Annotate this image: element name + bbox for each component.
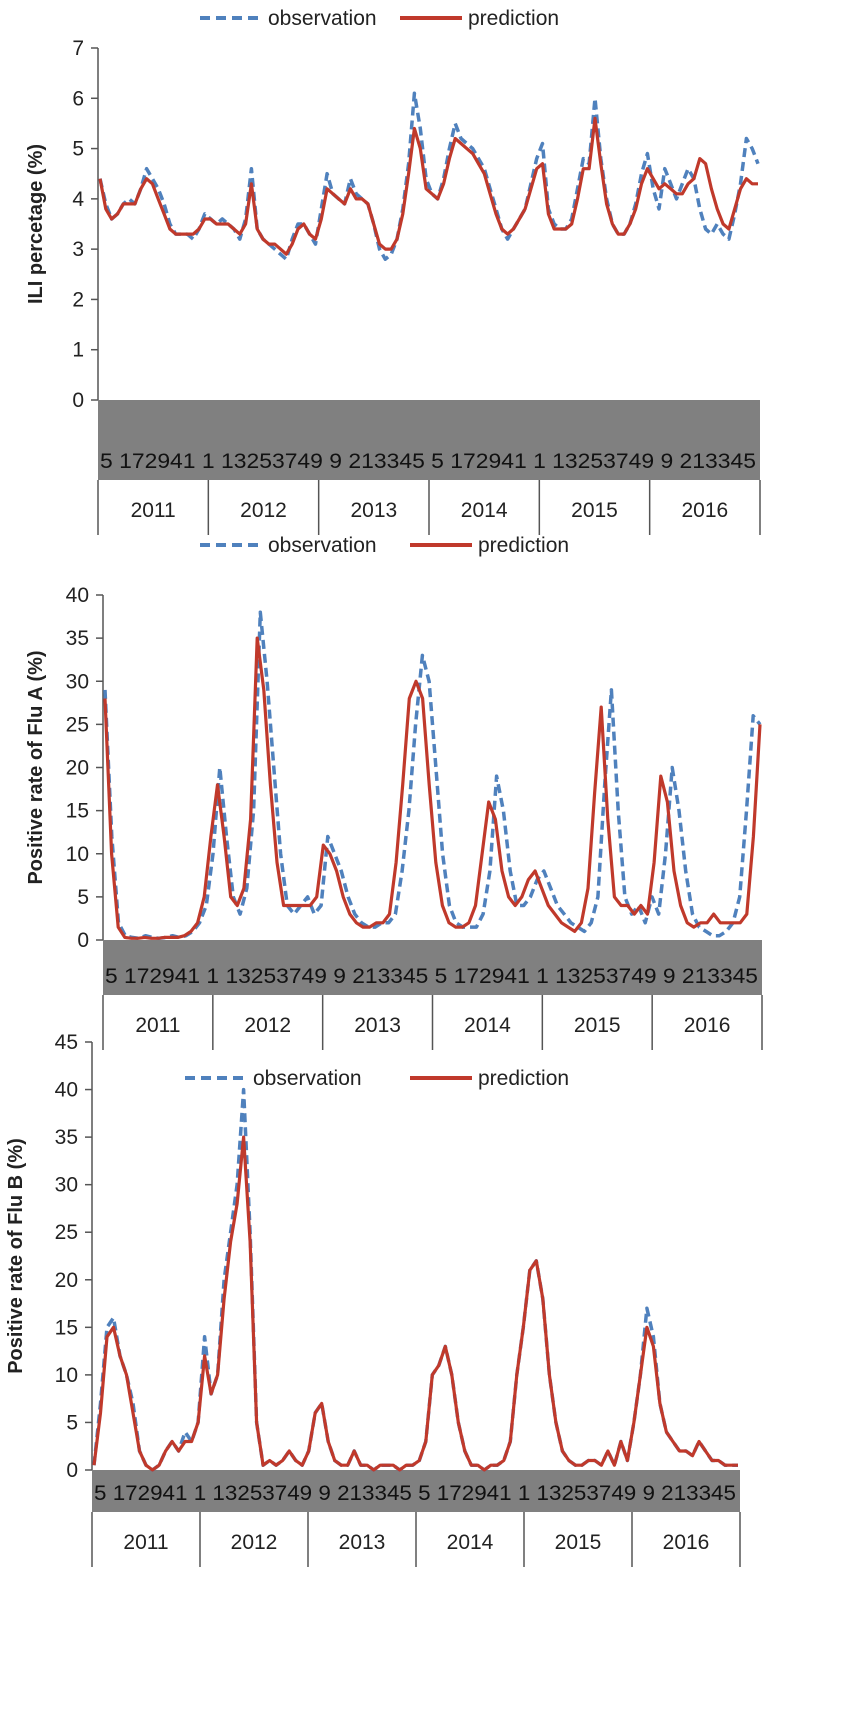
x-week-labels: 5 172941 1 13253749 9 213345 5 172941 1 … [105, 965, 758, 988]
y-tick-label: 10 [55, 1364, 78, 1387]
year-label-2012: 2012 [231, 1531, 278, 1554]
x-year-axis: 2011 2012 2013 2014 2015 2016 [97, 480, 761, 535]
year-label-2011: 2011 [135, 1014, 180, 1037]
series-line-prediction [92, 1135, 738, 1472]
chart-1: observation prediction 0 1 2 3 4 5 6 7 ILI perceta… [25, 7, 761, 535]
x-year-axis: 2011 2012 2013 2014 2015 2016 [91, 1512, 741, 1567]
y-tick-label: 0 [66, 1459, 78, 1482]
year-label-2012: 2012 [240, 499, 287, 522]
y-tick-label: 20 [66, 757, 89, 780]
year-label-2016: 2016 [681, 499, 728, 522]
y-tick-label: 7 [72, 37, 84, 60]
series-line-observation [103, 610, 762, 941]
x-week-labels: 5 172941 1 13253749 9 213345 5 172941 1 … [100, 450, 756, 473]
y-tick-label: 5 [66, 1411, 78, 1434]
y-tick-label: 0 [72, 389, 84, 412]
year-label-2014: 2014 [461, 499, 508, 522]
y-tick-label: 25 [55, 1221, 78, 1244]
legend-label-prediction: prediction [478, 534, 569, 557]
y-tick-label: 15 [55, 1316, 78, 1339]
y-tick-label: 40 [66, 584, 89, 607]
y-axis: 0 5 10 15 20 25 30 35 40 [66, 584, 104, 952]
x-week-labels: 5 172941 1 13253749 9 213345 5 172941 1 … [94, 1482, 736, 1505]
legend-label-prediction: prediction [468, 7, 559, 30]
series-line-observation [92, 1087, 738, 1472]
series-line-prediction [98, 116, 758, 256]
y-tick-label: 40 [55, 1079, 78, 1102]
year-label-2013: 2013 [339, 1531, 386, 1554]
legend-label-observation: observation [268, 534, 377, 557]
y-tick-label: 35 [66, 627, 89, 650]
y-tick-label: 4 [72, 188, 84, 211]
y-axis-label: Positive rate of Flu B (%) [5, 1138, 27, 1374]
y-tick-label: 45 [55, 1031, 78, 1054]
legend-label-observation: observation [253, 1067, 362, 1090]
legend: observation prediction [200, 534, 569, 557]
legend-label-observation: observation [268, 7, 377, 30]
y-tick-label: 0 [77, 929, 89, 952]
year-label-2015: 2015 [571, 499, 618, 522]
y-tick-label: 25 [66, 713, 89, 736]
x-axis-band [98, 400, 760, 480]
legend-label-prediction: prediction [478, 1067, 569, 1090]
y-tick-label: 2 [72, 288, 84, 311]
y-tick-label: 5 [72, 138, 84, 161]
year-label-2014: 2014 [464, 1014, 511, 1037]
x-axis-band [103, 940, 762, 995]
legend: observation prediction [185, 1067, 569, 1090]
y-axis: 0 5 10 15 20 25 30 35 40 45 [55, 1031, 93, 1482]
y-tick-label: 5 [77, 886, 89, 909]
y-tick-label: 3 [72, 238, 84, 261]
y-tick-label: 35 [55, 1126, 78, 1149]
y-axis-label: ILI percetage (%) [25, 144, 47, 304]
x-axis-band [92, 1470, 740, 1512]
year-label-2015: 2015 [574, 1014, 621, 1037]
year-label-2013: 2013 [350, 499, 397, 522]
year-label-2016: 2016 [684, 1014, 731, 1037]
y-tick-label: 15 [66, 800, 89, 823]
chart-2: observation prediction 0 5 10 15 20 25 30 35 40 Pos… [25, 534, 763, 1050]
y-tick-label: 10 [66, 843, 89, 866]
year-label-2016: 2016 [663, 1531, 710, 1554]
year-label-2015: 2015 [555, 1531, 602, 1554]
year-label-2013: 2013 [354, 1014, 401, 1037]
y-tick-label: 6 [72, 87, 84, 110]
year-label-2011: 2011 [131, 499, 176, 522]
year-label-2014: 2014 [447, 1531, 494, 1554]
legend: observation prediction [200, 7, 559, 30]
chart-3: observation prediction 0 5 10 15 20 25 30 35 40 45 P… [5, 1031, 741, 1567]
year-label-2011: 2011 [123, 1531, 168, 1554]
year-label-2012: 2012 [244, 1014, 291, 1037]
y-tick-label: 20 [55, 1269, 78, 1292]
y-axis-label: Positive rate of Flu A (%) [25, 650, 47, 884]
series-line-observation [98, 91, 760, 261]
y-axis: 0 1 2 3 4 5 6 7 [72, 37, 99, 412]
y-tick-label: 30 [66, 670, 89, 693]
x-year-axis: 2011 2012 2013 2014 2015 2016 [102, 995, 763, 1050]
y-tick-label: 30 [55, 1174, 78, 1197]
y-tick-label: 1 [72, 339, 84, 362]
series-line-prediction [103, 636, 762, 940]
